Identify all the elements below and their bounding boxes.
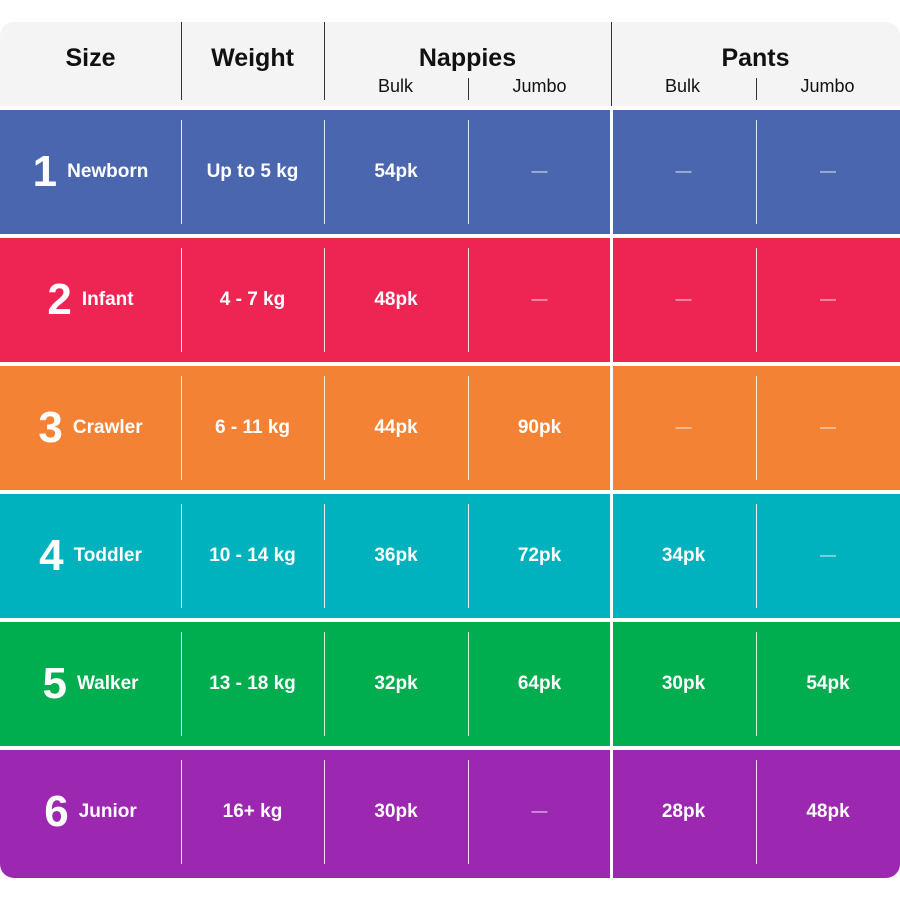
pants-bulk-cell: —: [675, 419, 692, 436]
nappies-bulk-cell: 36pk: [374, 545, 418, 566]
divider: [468, 760, 469, 864]
weight-cell: 13 - 18 kg: [209, 673, 296, 694]
pants-bulk-cell: 34pk: [661, 545, 706, 566]
size-cell: 4 Toddler: [0, 494, 181, 618]
header-size: Size: [0, 22, 181, 106]
size-cell: 2 Infant: [0, 238, 181, 362]
divider: [181, 376, 182, 480]
size-name: Toddler: [73, 545, 142, 566]
divider: [181, 248, 182, 352]
divider: [468, 120, 469, 224]
size-name: Crawler: [72, 417, 143, 438]
divider: [468, 632, 469, 736]
table-row: 2 Infant 4 - 7 kg 48pk — — —: [0, 238, 900, 362]
divider: [468, 504, 469, 608]
pants-jumbo-cell: 48pk: [806, 801, 850, 822]
divider: [756, 120, 757, 224]
pants-bulk-cell: —: [675, 291, 692, 308]
divider: [756, 760, 757, 864]
header-nappies-jumbo: Jumbo: [512, 76, 567, 96]
table-row: 6 Junior 16+ kg 30pk — 28pk 48pk: [0, 750, 900, 878]
divider: [324, 22, 325, 100]
divider: [324, 504, 325, 608]
weight-cell: Up to 5 kg: [206, 161, 299, 182]
nappies-bulk-cell: 30pk: [374, 801, 418, 822]
table-row: 3 Crawler 6 - 11 kg 44pk 90pk — —: [0, 366, 900, 490]
section-divider: [610, 106, 613, 878]
size-number: 6: [44, 787, 69, 836]
size-cell: 6 Junior: [0, 750, 181, 874]
divider: [756, 248, 757, 352]
nappies-bulk-cell: 54pk: [374, 161, 418, 182]
pants-jumbo-cell: —: [820, 547, 836, 564]
size-number: 1: [32, 147, 58, 196]
divider: [611, 22, 612, 106]
table-header: Size Weight Nappies Bulk Jumbo Pants Bul…: [0, 22, 900, 106]
divider: [181, 120, 182, 224]
header-weight-label: Weight: [211, 44, 294, 72]
header-nappies-label: Nappies: [418, 44, 517, 72]
divider: [324, 120, 325, 224]
size-name: Junior: [78, 801, 137, 822]
nappies-bulk-cell: 48pk: [374, 289, 418, 310]
divider: [181, 22, 182, 100]
divider: [324, 632, 325, 736]
size-cell: 3 Crawler: [0, 366, 181, 490]
table-row: 1 Newborn Up to 5 kg 54pk — — —: [0, 110, 900, 234]
divider: [181, 504, 182, 608]
size-name: Infant: [81, 289, 134, 310]
nappies-bulk-cell: 44pk: [374, 417, 418, 438]
header-weight: Weight: [181, 22, 324, 106]
divider: [468, 376, 469, 480]
divider: [756, 376, 757, 480]
weight-cell: 16+ kg: [222, 801, 283, 822]
nappies-jumbo-cell: 64pk: [517, 673, 562, 694]
header-pants: Pants Bulk Jumbo: [611, 22, 900, 106]
weight-cell: 6 - 11 kg: [215, 417, 290, 438]
size-number: 3: [38, 403, 63, 452]
divider: [756, 632, 757, 736]
divider: [181, 632, 182, 736]
size-number: 2: [47, 275, 72, 324]
size-name: Walker: [76, 673, 139, 694]
pants-bulk-cell: 30pk: [661, 673, 706, 694]
nappies-jumbo-cell: —: [531, 163, 548, 180]
size-number: 4: [39, 531, 64, 580]
divider: [468, 78, 469, 100]
nappies-jumbo-cell: —: [531, 803, 548, 820]
size-cell: 1 Newborn: [0, 110, 181, 234]
nappies-jumbo-cell: 72pk: [517, 545, 562, 566]
header-nappies: Nappies Bulk Jumbo: [324, 22, 611, 106]
table-row: 4 Toddler 10 - 14 kg 36pk 72pk 34pk —: [0, 494, 900, 618]
header-size-label: Size: [65, 44, 116, 72]
divider: [324, 376, 325, 480]
size-number: 5: [42, 659, 67, 708]
table-row: 5 Walker 13 - 18 kg 32pk 64pk 30pk 54pk: [0, 622, 900, 746]
pants-bulk-cell: 28pk: [661, 801, 706, 822]
pants-jumbo-cell: 54pk: [806, 673, 850, 694]
nappies-bulk-cell: 32pk: [374, 673, 418, 694]
header-nappies-bulk: Bulk: [377, 76, 413, 96]
nappies-jumbo-cell: 90pk: [517, 417, 562, 438]
size-cell: 5 Walker: [0, 622, 181, 746]
header-pants-jumbo: Jumbo: [800, 76, 855, 96]
divider: [181, 760, 182, 864]
divider: [324, 248, 325, 352]
divider: [324, 760, 325, 864]
pants-jumbo-cell: —: [820, 291, 836, 308]
weight-cell: 10 - 14 kg: [209, 545, 296, 566]
pants-jumbo-cell: —: [820, 163, 836, 180]
pants-bulk-cell: —: [675, 163, 692, 180]
weight-cell: 4 - 7 kg: [219, 289, 286, 310]
divider: [756, 504, 757, 608]
divider: [468, 248, 469, 352]
header-pants-label: Pants: [721, 44, 790, 72]
divider: [756, 78, 757, 100]
size-name: Newborn: [67, 161, 149, 182]
size-chart-table: Size Weight Nappies Bulk Jumbo Pants Bul…: [0, 22, 900, 878]
header-pants-bulk: Bulk: [664, 76, 700, 96]
nappies-jumbo-cell: —: [531, 291, 548, 308]
pants-jumbo-cell: —: [820, 419, 836, 436]
